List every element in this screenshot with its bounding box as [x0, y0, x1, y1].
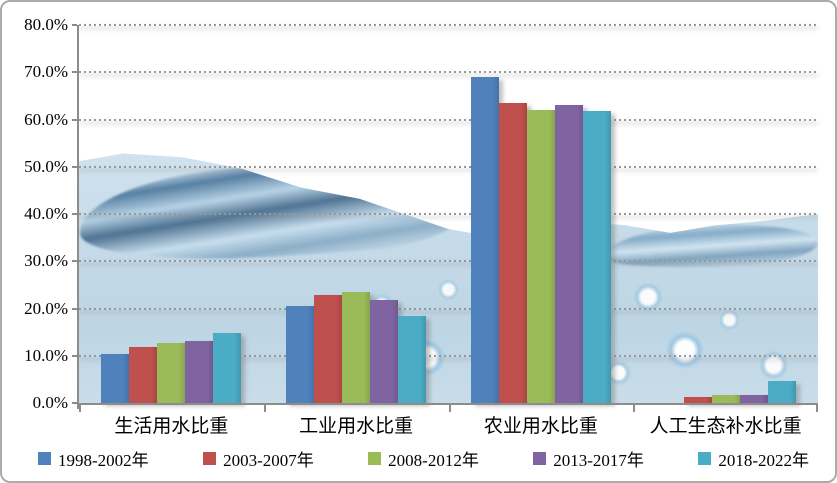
gridline-60 [79, 118, 818, 121]
legend-item-1: 1998-2002年 [38, 446, 149, 471]
x-tick-4 [816, 405, 818, 412]
gridline-20 [79, 307, 818, 310]
x-tick-1 [263, 405, 266, 412]
bar-2003-2007年-人工生态补水比重 [683, 397, 712, 403]
bar-2018-2022年-人工生态补水比重 [767, 380, 796, 403]
bar-2013-2017年-农业用水比重 [554, 105, 583, 403]
legend: 1998-2002年 2003-2007年 2008-2012年 2013-2017年… [38, 445, 809, 471]
category-label-4: 人工生态补水比重 [649, 416, 802, 437]
bar-group-3 [449, 25, 634, 403]
bar-group-2 [264, 25, 449, 403]
bar-2003-2007年-生活用水比重 [129, 346, 158, 403]
legend-label: 1998-2002年 [58, 450, 149, 470]
bar-2008-2012年-生活用水比重 [157, 343, 186, 403]
gridline-10 [79, 354, 818, 357]
legend-item-2: 2003-2007年 [203, 446, 314, 471]
legend-swatch-icon [203, 451, 217, 465]
y-tick-10 [72, 354, 77, 357]
bar-group-4 [633, 25, 818, 403]
bar-1998-2002年-农业用水比重 [470, 77, 499, 403]
bar-2013-2017年-人工生态补水比重 [739, 394, 768, 403]
x-axis-line [77, 403, 818, 405]
y-axis-label-0: 0.0% [32, 393, 68, 412]
y-tick-20 [72, 307, 77, 310]
bar-2008-2012年-工业用水比重 [342, 292, 371, 403]
category-label-2: 工业用水比重 [299, 416, 414, 437]
category-label-1: 生活用水比重 [114, 416, 229, 437]
y-tick-50 [72, 165, 77, 168]
bar-1998-2002年-生活用水比重 [101, 353, 130, 403]
y-axis-label-20: 20.0% [24, 298, 68, 318]
bar-2018-2022年-农业用水比重 [582, 110, 611, 403]
legend-label: 2018-2022年 [718, 450, 809, 470]
gridline-30 [79, 260, 818, 263]
bar-2003-2007年-工业用水比重 [314, 295, 343, 403]
y-axis-line [77, 25, 79, 409]
legend-item-4: 2013-2017年 [533, 446, 644, 471]
y-tick-80 [72, 24, 77, 26]
legend-label: 2003-2007年 [223, 450, 314, 470]
x-tick-2 [448, 405, 451, 412]
gridline-80 [79, 24, 818, 26]
bar-group-1 [79, 25, 264, 403]
gridline-70 [79, 71, 818, 74]
y-axis-label-80: 80.0% [24, 15, 68, 34]
legend-item-3: 2008-2012年 [368, 446, 479, 471]
category-label-3: 农业用水比重 [483, 416, 598, 437]
y-axis-label-30: 30.0% [24, 251, 68, 271]
bar-2018-2022年-工业用水比重 [398, 315, 427, 403]
legend-swatch-icon [698, 451, 712, 465]
y-tick-40 [72, 213, 77, 215]
x-tick-3 [633, 405, 636, 412]
gridline-40 [79, 213, 818, 215]
gridline-50 [79, 165, 818, 168]
y-tick-70 [72, 71, 77, 74]
legend-item-5: 2018-2022年 [698, 446, 809, 471]
y-axis-label-60: 60.0% [24, 109, 68, 129]
legend-label: 2008-2012年 [388, 450, 479, 470]
bar-2008-2012年-农业用水比重 [526, 109, 555, 403]
y-axis-label-10: 10.0% [24, 345, 68, 365]
bar-2018-2022年-生活用水比重 [213, 332, 242, 403]
bar-2003-2007年-农业用水比重 [498, 102, 527, 403]
x-tick-0 [79, 405, 81, 412]
legend-swatch-icon [38, 451, 51, 465]
bar-2013-2017年-工业用水比重 [370, 299, 399, 403]
y-tick-30 [72, 260, 77, 263]
legend-label: 2013-2017年 [553, 450, 644, 470]
y-axis-label-40: 40.0% [24, 204, 68, 223]
y-axis-label-50: 50.0% [24, 156, 68, 176]
legend-swatch-icon [533, 451, 547, 465]
y-tick-0 [72, 402, 77, 404]
legend-swatch-icon [368, 451, 382, 465]
y-axis-label-70: 70.0% [24, 62, 68, 82]
y-tick-60 [72, 118, 77, 121]
bar-2008-2012年-人工生态补水比重 [711, 395, 740, 403]
bar-2013-2017年-生活用水比重 [185, 341, 214, 403]
bar-1998-2002年-工业用水比重 [286, 306, 315, 403]
plot-area: 0.0% 10.0% 20.0% 30.0% 40.0% 50.0% 60.0% 70.0% 8… [24, 15, 818, 412]
